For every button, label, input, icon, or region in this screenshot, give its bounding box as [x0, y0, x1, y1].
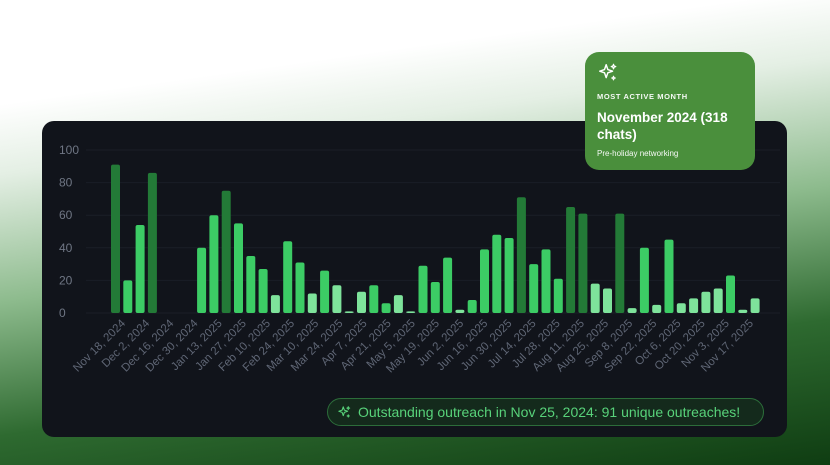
- chart-card: 0 20 40 60 80 100 Nov 18, 2024 Dec 2, 2024 Dec 1…: [42, 121, 787, 437]
- y-tick-label: 100: [59, 143, 79, 157]
- bar[interactable]: [738, 309, 748, 313]
- sparkle-icon: [599, 63, 617, 81]
- outreach-callout: Outstanding outreach in Nov 25, 2024: 91…: [327, 398, 764, 426]
- bar[interactable]: [135, 224, 145, 313]
- bar[interactable]: [726, 275, 735, 313]
- bar[interactable]: [701, 291, 711, 313]
- bar[interactable]: [332, 285, 342, 313]
- bar[interactable]: [320, 270, 330, 313]
- bar[interactable]: [467, 299, 477, 313]
- bar[interactable]: [418, 265, 428, 313]
- bar[interactable]: [566, 207, 576, 313]
- bar[interactable]: [246, 255, 256, 313]
- y-tick-label: 20: [59, 273, 73, 287]
- bar[interactable]: [689, 298, 699, 313]
- bar[interactable]: [430, 282, 440, 313]
- bar[interactable]: [492, 234, 502, 313]
- bar[interactable]: [480, 249, 489, 313]
- bar[interactable]: [529, 264, 539, 313]
- bar[interactable]: [443, 257, 453, 313]
- bar[interactable]: [381, 303, 391, 313]
- bar[interactable]: [234, 223, 243, 313]
- bar[interactable]: [197, 247, 207, 313]
- sparkle-icon: [338, 405, 351, 418]
- bar[interactable]: [504, 238, 514, 313]
- badge-value: November 2024 (318 chats): [597, 110, 728, 142]
- bar[interactable]: [578, 213, 588, 313]
- bar[interactable]: [406, 311, 416, 313]
- bar[interactable]: [652, 304, 662, 313]
- callout-text: Outstanding outreach in Nov 25, 2024: 91…: [358, 404, 741, 420]
- bar[interactable]: [750, 298, 760, 313]
- bar[interactable]: [639, 247, 649, 313]
- badge-note: Pre-holiday networking: [597, 149, 679, 158]
- bar[interactable]: [615, 213, 625, 313]
- badge-label: MOST ACTIVE MONTH: [597, 92, 688, 101]
- bar[interactable]: [603, 288, 612, 313]
- y-tick-label: 0: [59, 306, 66, 320]
- bar[interactable]: [209, 215, 219, 313]
- bar[interactable]: [307, 293, 317, 313]
- bar[interactable]: [344, 311, 354, 313]
- bar[interactable]: [295, 262, 305, 313]
- bar[interactable]: [270, 295, 280, 313]
- bar[interactable]: [221, 190, 231, 313]
- bar[interactable]: [541, 249, 551, 313]
- bar[interactable]: [393, 295, 403, 313]
- bar[interactable]: [258, 268, 268, 313]
- bar[interactable]: [455, 309, 465, 313]
- bar[interactable]: [664, 239, 674, 313]
- bar[interactable]: [553, 278, 563, 313]
- bar[interactable]: [713, 288, 723, 313]
- y-tick-label: 40: [59, 241, 73, 255]
- bar[interactable]: [111, 164, 120, 313]
- y-tick-label: 60: [59, 208, 73, 222]
- bar[interactable]: [147, 172, 157, 313]
- most-active-month-badge: MOST ACTIVE MONTH November 2024 (318 cha…: [585, 52, 755, 170]
- bar[interactable]: [516, 197, 526, 313]
- bar[interactable]: [627, 308, 637, 313]
- bar[interactable]: [123, 280, 133, 313]
- bar[interactable]: [357, 291, 366, 313]
- bar[interactable]: [369, 285, 379, 313]
- bar[interactable]: [590, 283, 600, 313]
- y-tick-label: 80: [59, 176, 73, 190]
- bar[interactable]: [676, 303, 686, 313]
- bar[interactable]: [283, 241, 293, 313]
